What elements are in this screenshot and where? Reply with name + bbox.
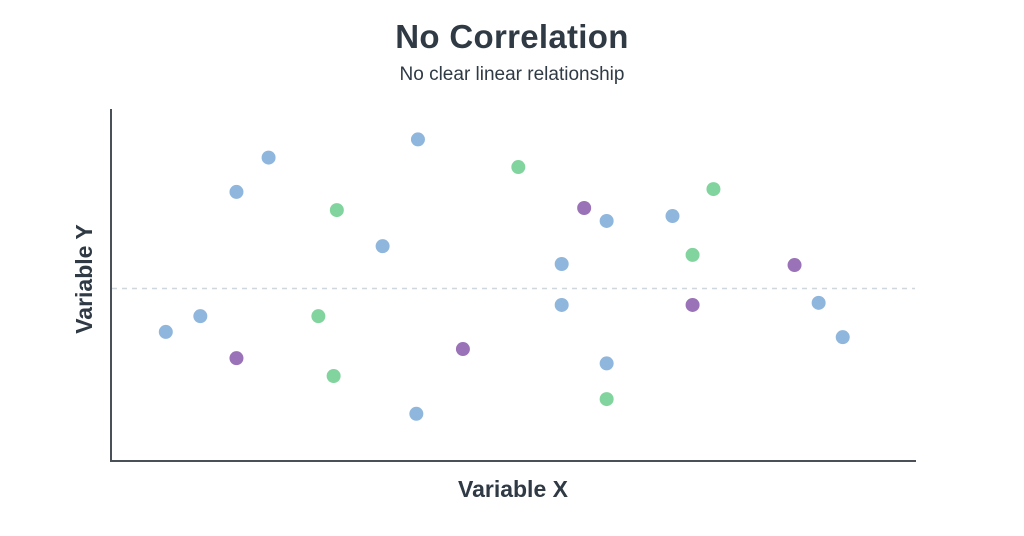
data-point-purple <box>229 351 244 366</box>
data-point-blue <box>375 239 390 254</box>
data-point-blue <box>599 356 614 371</box>
data-point-purple <box>685 297 700 312</box>
chart-title: No Correlation <box>395 18 629 55</box>
data-point-purple <box>787 258 802 273</box>
data-point-purple <box>455 342 470 357</box>
data-point-blue <box>811 295 826 310</box>
data-point-blue <box>835 330 850 345</box>
data-point-blue <box>665 209 680 224</box>
data-point-green <box>685 247 700 262</box>
data-point-blue <box>554 257 569 271</box>
data-point-green <box>599 392 614 407</box>
data-point-blue <box>599 213 614 228</box>
data-point-green <box>329 203 344 218</box>
chart-subtitle: No clear linear relationship <box>399 64 625 85</box>
data-point-green <box>326 369 341 383</box>
x-axis-label: Variable X <box>458 476 569 502</box>
data-point-green <box>311 309 326 324</box>
data-point-green <box>511 160 526 175</box>
points-layer <box>158 132 850 421</box>
data-point-blue <box>409 406 424 421</box>
data-point-purple <box>577 201 592 215</box>
data-point-blue <box>193 309 208 324</box>
y-axis-label: Variable Y <box>71 224 97 334</box>
data-point-blue <box>554 297 569 312</box>
data-point-blue <box>410 132 425 147</box>
data-point-blue <box>229 184 244 199</box>
data-point-blue <box>158 324 173 339</box>
data-point-blue <box>261 150 276 165</box>
data-point-green <box>706 182 721 197</box>
